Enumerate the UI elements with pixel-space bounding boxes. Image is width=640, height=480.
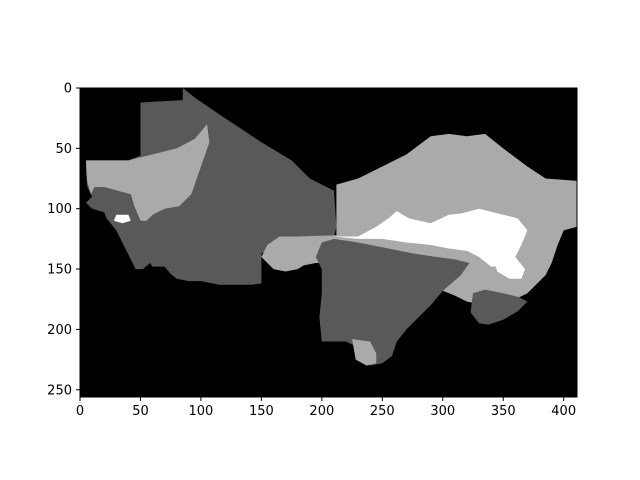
- y-tick-label: 200: [47, 323, 72, 338]
- region-3: [315, 238, 470, 366]
- region-1: [86, 124, 210, 221]
- y-tick-label: 50: [55, 142, 72, 157]
- x-tick-label: 150: [249, 404, 274, 419]
- region-6: [333, 208, 528, 267]
- x-tick-label: 50: [132, 404, 149, 419]
- y-axis: 0 50 100 150 200 250: [47, 82, 80, 398]
- x-tick-label: 250: [370, 404, 395, 419]
- y-tick-label: 100: [47, 202, 72, 217]
- region-layer: [86, 88, 577, 366]
- region-0: [86, 88, 337, 285]
- y-tick-label: 250: [47, 383, 72, 398]
- x-tick-label: 350: [491, 404, 516, 419]
- x-tick-label: 300: [430, 404, 455, 419]
- x-axis: 0 50 100 150 200 250 300 350 400: [76, 397, 576, 419]
- x-tick-label: 100: [189, 404, 214, 419]
- region-7: [494, 257, 525, 279]
- y-tick-label: 150: [47, 263, 72, 278]
- region-8: [113, 214, 131, 224]
- x-tick-label: 0: [76, 404, 84, 419]
- x-tick-label: 400: [551, 404, 576, 419]
- region-4: [352, 339, 377, 366]
- y-tick-label: 0: [64, 82, 72, 97]
- region-5: [470, 289, 528, 325]
- plot-frame: [79, 87, 578, 398]
- x-tick-label: 200: [309, 404, 334, 419]
- plot-area: [80, 88, 577, 397]
